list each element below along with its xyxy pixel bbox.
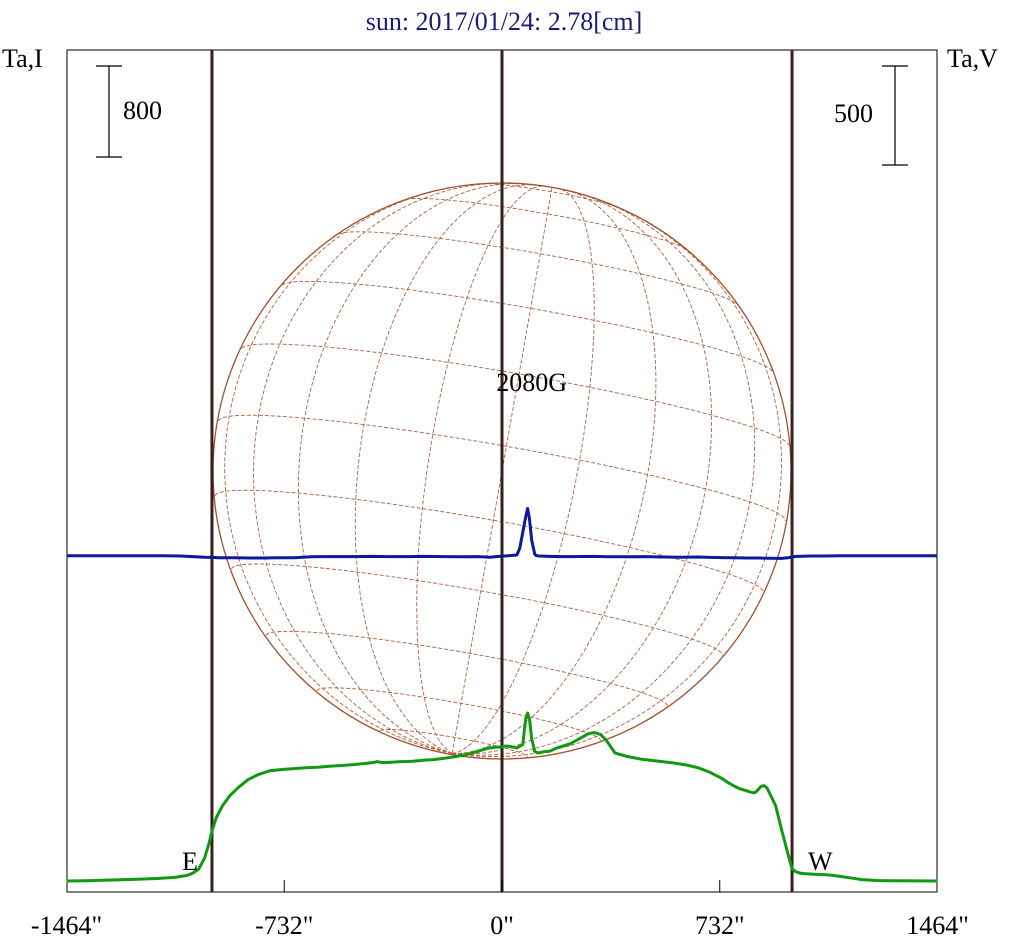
left-scale-bar-label: 800	[123, 96, 162, 125]
x-axis-ticks: -1464" -732" 0" 732" 1464"	[31, 880, 969, 940]
left-scale-bar	[96, 65, 122, 158]
longitude-line	[452, 194, 713, 755]
latitude-line	[281, 280, 773, 373]
latitude-line	[405, 197, 686, 250]
longitude-line	[297, 183, 521, 754]
chart-title: sun: 2017/01/24: 2.78[cm]	[366, 7, 643, 36]
latitude-line	[241, 343, 790, 446]
peak-annotation: 2080G	[496, 368, 567, 397]
latitude-line	[265, 630, 668, 707]
longitude-line	[452, 221, 782, 758]
stokes-v-line	[66, 507, 938, 560]
x-tick-label: 1464"	[906, 911, 969, 940]
longitude-line	[452, 188, 595, 754]
longitude-line	[253, 182, 501, 754]
x-tick-label: 0"	[490, 911, 514, 940]
longitude-line	[354, 184, 538, 754]
longitude-line	[416, 185, 545, 754]
right-scale-bar-label: 500	[834, 99, 873, 128]
longitude-line	[452, 200, 756, 756]
right-scale-bar	[882, 65, 908, 166]
longitude-line	[452, 189, 657, 754]
longitude-line	[451, 187, 553, 754]
latitude-line	[337, 231, 738, 305]
stokes-i-line	[66, 711, 938, 883]
east-limb-label: E	[182, 847, 198, 876]
vertical-markers	[210, 50, 794, 892]
x-tick-label: -732"	[255, 911, 313, 940]
right-axis-label: Ta,V	[947, 44, 998, 73]
x-tick-label: -1464"	[31, 911, 102, 940]
west-limb-label: W	[808, 847, 833, 876]
series-layer	[66, 507, 938, 883]
left-axis-label: Ta,I	[2, 44, 43, 73]
longitude-line	[224, 187, 453, 754]
x-tick-label: 732"	[695, 911, 745, 940]
latitude-line	[214, 489, 764, 593]
